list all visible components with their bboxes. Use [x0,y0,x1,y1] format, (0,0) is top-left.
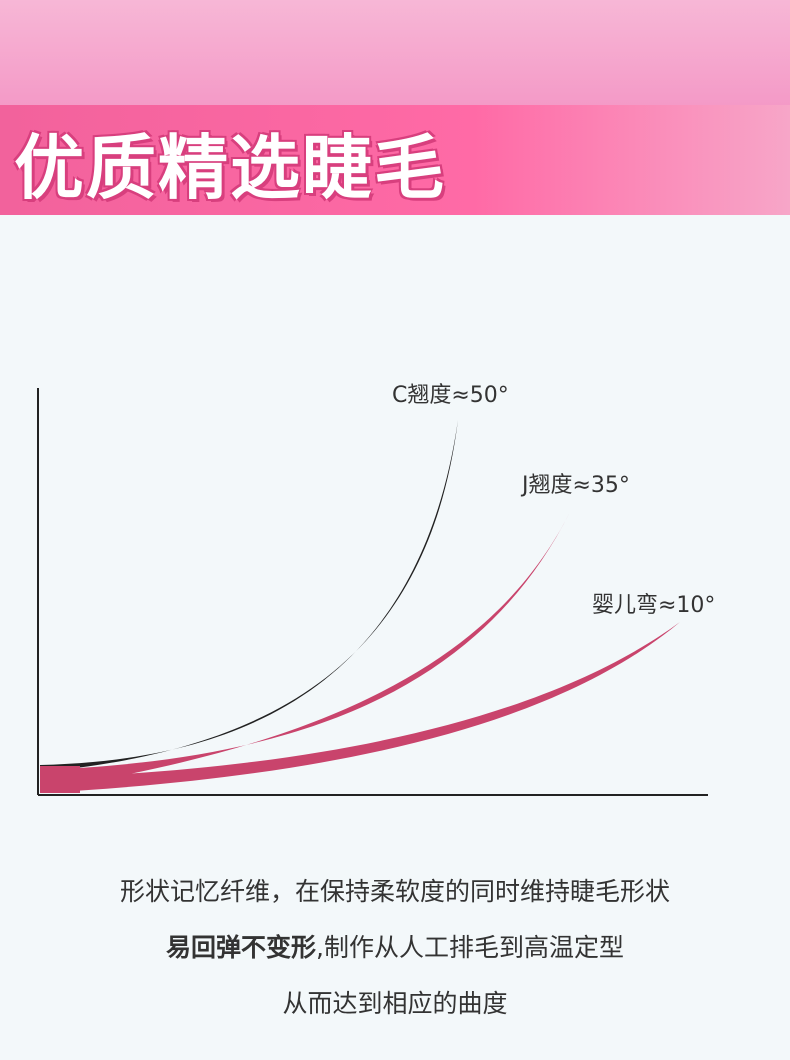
baby-curl-lash [40,622,680,793]
curve-label: 婴儿弯≈10° [592,593,715,618]
description-line: 易回弹不变形,制作从人工排毛到高温定型 [0,928,790,964]
description-line: 形状记忆纤维，在保持柔软度的同时维持睫毛形状 [119,877,670,906]
curve-label: J翘度≈35° [520,473,630,498]
description-line: 从而达到相应的曲度 [282,989,508,1018]
top-band [0,0,790,105]
curve-label: C翘度≈50° [392,383,509,408]
lash-base [40,766,80,793]
j-curl-lash [40,512,570,790]
title-bar [0,105,790,215]
highlight: 易回弹不变形 [166,933,317,962]
title: 优质精选睫毛 [14,127,446,209]
text: ,制作从人工排毛到高温定型 [316,933,624,962]
c-curl-lash [40,420,458,772]
